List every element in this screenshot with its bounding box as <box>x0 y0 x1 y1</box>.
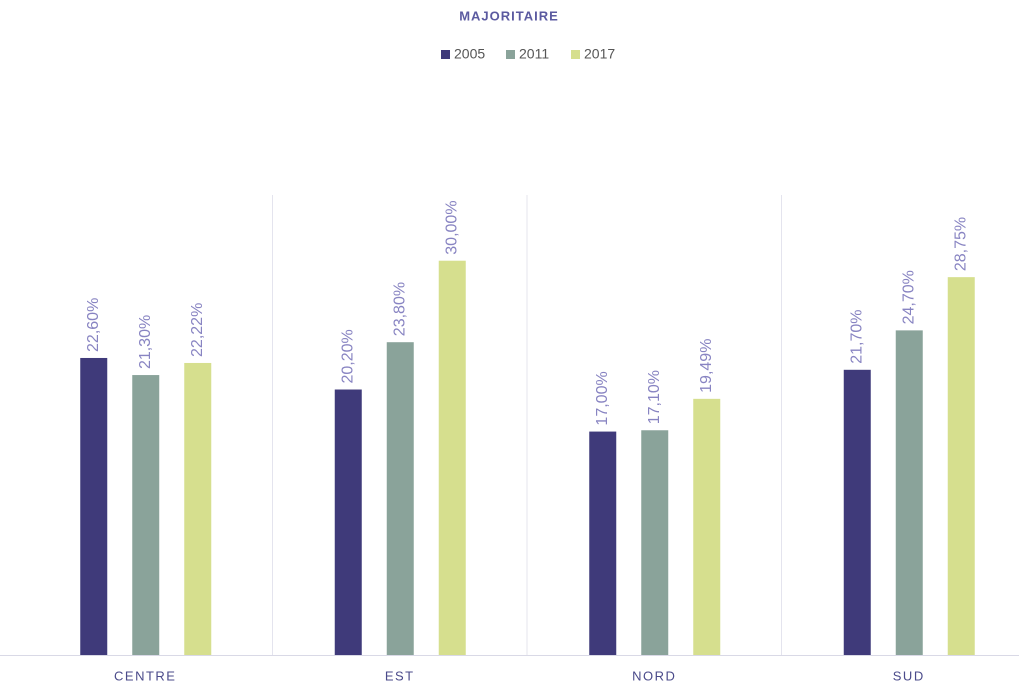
x-tick-label: SUD <box>893 668 925 683</box>
data-label: 24,70% <box>900 270 917 324</box>
x-tick-label: CENTRE <box>114 668 176 683</box>
bar <box>438 260 466 655</box>
bar <box>334 389 362 655</box>
data-label: 20,20% <box>339 329 356 383</box>
data-label: 22,22% <box>189 303 206 357</box>
data-label: 17,00% <box>594 371 611 425</box>
legend-swatch <box>571 50 580 59</box>
bar <box>386 342 414 655</box>
data-label: 23,80% <box>391 282 408 336</box>
bar <box>184 362 212 655</box>
legend-swatch <box>506 50 515 59</box>
bar <box>641 430 669 655</box>
chart-title: MAJORITAIRE <box>459 8 559 23</box>
data-label: 21,30% <box>137 315 154 369</box>
x-tick-label: EST <box>385 668 415 683</box>
legend-label: 2005 <box>454 46 485 62</box>
data-label: 21,70% <box>848 310 865 364</box>
data-label: 28,75% <box>952 217 969 271</box>
data-label: 17,10% <box>646 370 663 424</box>
bar <box>693 398 721 655</box>
legend-swatch <box>441 50 450 59</box>
data-label: 19,49% <box>698 339 715 393</box>
data-label: 30,00% <box>443 200 460 254</box>
bar <box>132 375 160 655</box>
x-tick-label: NORD <box>632 668 676 683</box>
bar <box>589 431 617 655</box>
bar <box>843 369 871 655</box>
bar <box>895 330 923 655</box>
data-label: 22,60% <box>85 298 102 352</box>
bar <box>80 357 108 655</box>
bar <box>947 277 975 655</box>
legend-label: 2011 <box>519 46 549 62</box>
legend-label: 2017 <box>584 46 615 62</box>
